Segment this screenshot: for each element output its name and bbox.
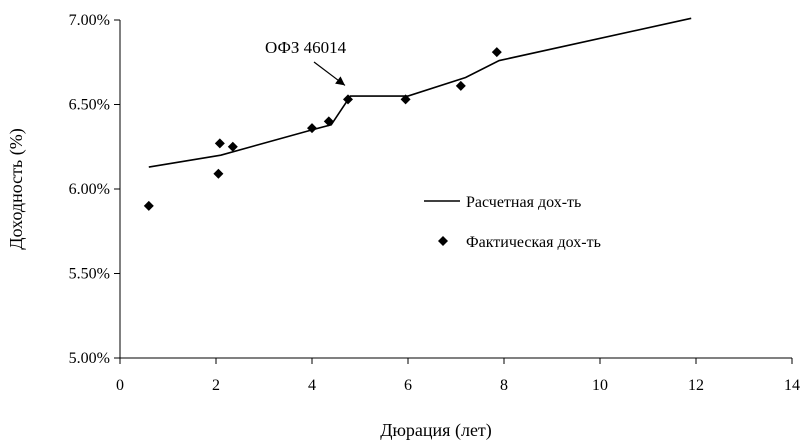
data-point-actual xyxy=(400,94,411,105)
x-tick-label: 4 xyxy=(308,377,316,394)
y-tick-label: 6.00% xyxy=(69,181,110,198)
data-point-actual xyxy=(323,116,334,127)
data-point-actual xyxy=(214,138,225,149)
plot-series xyxy=(143,17,692,211)
legend-label-actual: Фактическая дох-ть xyxy=(466,234,601,251)
data-point-actual xyxy=(343,94,353,105)
x-ticks: 0 2 4 6 8 10 12 14 xyxy=(116,358,800,394)
x-tick-label: 2 xyxy=(212,377,220,394)
data-point-actual xyxy=(213,168,224,179)
x-tick-label: 0 xyxy=(116,377,124,394)
x-tick-label: 12 xyxy=(688,377,704,394)
y-tick-label: 6.50% xyxy=(69,97,110,114)
y-tick-label: 5.00% xyxy=(69,350,110,367)
x-tick-label: 10 xyxy=(592,377,608,394)
x-tick-label: 8 xyxy=(500,377,508,394)
x-axis-title: Дюрация (лет) xyxy=(380,420,492,441)
annotation-arrowhead xyxy=(335,76,345,86)
x-tick-label: 6 xyxy=(404,377,412,394)
legend-label-calculated: Расчетная дох-ть xyxy=(466,194,581,211)
annotation: ОФЗ 46014 xyxy=(265,38,347,86)
legend: Расчетная дох-ть Фактическая дох-ть xyxy=(424,194,601,251)
y-axis-title: Доходность (%) xyxy=(6,128,27,249)
y-axis: 5.00% 5.50% 6.00% 6.50% 7.00% xyxy=(69,12,121,367)
data-point-actual xyxy=(455,80,466,91)
data-point-actual xyxy=(227,141,238,152)
data-point-actual xyxy=(307,123,317,134)
x-axis: 0 2 4 6 8 10 12 14 xyxy=(116,357,800,394)
y-tick-label: 7.00% xyxy=(69,12,110,29)
y-tick-label: 5.50% xyxy=(69,266,110,283)
data-point-actual xyxy=(491,47,502,58)
data-point-actual xyxy=(143,200,154,211)
y-ticks: 5.00% 5.50% 6.00% 6.50% 7.00% xyxy=(69,12,120,367)
series-line-calculated xyxy=(148,17,692,168)
x-tick-label: 14 xyxy=(784,377,800,394)
annotation-label: ОФЗ 46014 xyxy=(265,38,347,57)
legend-diamond-symbol xyxy=(438,236,448,246)
